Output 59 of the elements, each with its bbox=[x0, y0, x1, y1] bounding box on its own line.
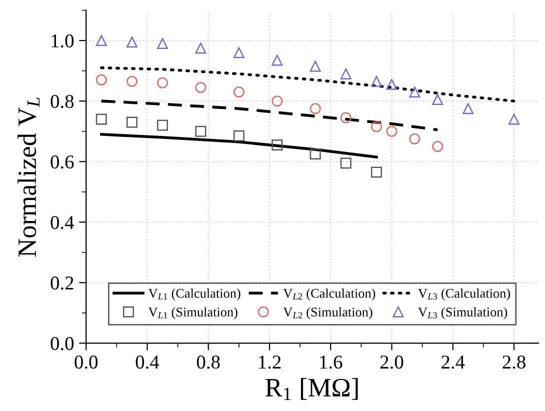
x-tick-label: 2.4 bbox=[442, 356, 465, 369]
y-tick-label: 0.8 bbox=[50, 94, 74, 108]
point bbox=[370, 121, 382, 132]
point bbox=[310, 60, 321, 72]
point bbox=[386, 126, 398, 137]
point bbox=[126, 76, 138, 87]
point bbox=[272, 54, 283, 66]
y-axis-title: Normalized V$_{L}$ bbox=[18, 98, 40, 257]
point bbox=[370, 166, 382, 178]
x-tick-label: 1.6 bbox=[320, 356, 342, 369]
point bbox=[508, 114, 520, 125]
point bbox=[157, 38, 168, 50]
point bbox=[96, 35, 107, 46]
legend-label: V$_{L3}$ (Simulation) bbox=[418, 307, 508, 320]
x-tick-label: 1.2 bbox=[259, 356, 281, 369]
legend-label: V$_{L1}$ (Simulation) bbox=[148, 307, 238, 320]
text: 1.0 bbox=[52, 34, 74, 48]
point bbox=[409, 86, 420, 98]
x-tick-label: 2.8 bbox=[502, 356, 526, 369]
point bbox=[96, 114, 107, 125]
text: 2.0 bbox=[380, 356, 404, 369]
text: 0.0 bbox=[74, 356, 98, 369]
point bbox=[272, 96, 283, 107]
point bbox=[370, 76, 382, 87]
point bbox=[409, 133, 420, 144]
legend-label: V$_{L2}$ (Simulation) bbox=[283, 307, 372, 320]
x-tick-label: 0.4 bbox=[136, 356, 160, 369]
point bbox=[195, 126, 206, 137]
point bbox=[233, 47, 244, 58]
point bbox=[386, 78, 398, 90]
point bbox=[310, 103, 321, 114]
point bbox=[195, 42, 206, 54]
y-tick-label: 0.4 bbox=[50, 216, 74, 230]
point bbox=[126, 36, 138, 48]
line-series bbox=[100, 100, 439, 132]
point bbox=[340, 158, 352, 169]
point bbox=[233, 130, 244, 142]
legend-label: V$_{L1}$ (Calculation) bbox=[148, 288, 240, 300]
point bbox=[432, 94, 444, 106]
point bbox=[233, 86, 244, 98]
point bbox=[462, 103, 474, 114]
text: 0.0 bbox=[50, 337, 74, 350]
point bbox=[340, 68, 352, 80]
line-series bbox=[100, 66, 516, 102]
point bbox=[96, 74, 107, 86]
point bbox=[157, 77, 168, 88]
point bbox=[195, 82, 206, 93]
point bbox=[340, 112, 352, 124]
x-axis-title: R$_{1}$ [MΩ] bbox=[266, 378, 358, 400]
legend-label: V$_{L3}$ (Calculation) bbox=[418, 288, 510, 300]
x-tick-label: 0.8 bbox=[196, 356, 220, 369]
point bbox=[126, 116, 138, 128]
point bbox=[310, 148, 321, 160]
y-tick-label: 0.2 bbox=[50, 276, 74, 290]
point bbox=[272, 139, 283, 150]
y-tick-label: 0.6 bbox=[50, 155, 74, 169]
point bbox=[432, 140, 444, 152]
legend-label: V$_{L2}$ (Calculation) bbox=[283, 288, 376, 300]
point bbox=[157, 120, 168, 131]
